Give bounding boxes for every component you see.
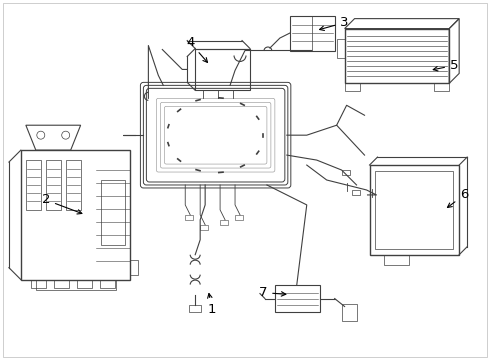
Bar (66, 160, 81, 210)
Text: 1: 1 (208, 293, 217, 316)
Text: 3: 3 (319, 16, 349, 31)
Bar (31, 280, 46, 288)
Bar (130, 260, 138, 275)
Bar (290, 15, 335, 50)
Bar (275, 285, 319, 312)
Bar (99, 280, 115, 288)
Bar (185, 215, 193, 220)
Bar (195, 49, 250, 90)
Bar (220, 220, 228, 225)
Bar (46, 160, 61, 210)
Bar (76, 280, 92, 288)
Text: 7: 7 (259, 286, 286, 299)
Bar (385, 255, 409, 265)
Bar (369, 165, 459, 255)
Bar (352, 190, 360, 195)
Bar (200, 225, 208, 230)
Bar (26, 160, 41, 210)
Bar (36, 280, 116, 289)
Text: 5: 5 (433, 59, 459, 72)
Bar (342, 303, 357, 321)
Bar (189, 305, 201, 312)
Bar (434, 84, 449, 91)
Bar (375, 171, 453, 249)
Bar (21, 150, 130, 280)
Text: 6: 6 (447, 188, 468, 207)
Bar (344, 28, 449, 84)
Bar (235, 215, 243, 220)
Bar (54, 280, 69, 288)
Bar (337, 39, 344, 58)
Bar (342, 170, 349, 175)
Text: 2: 2 (42, 193, 82, 214)
Bar (344, 84, 360, 91)
Bar (100, 180, 125, 245)
Text: 4: 4 (186, 36, 207, 62)
